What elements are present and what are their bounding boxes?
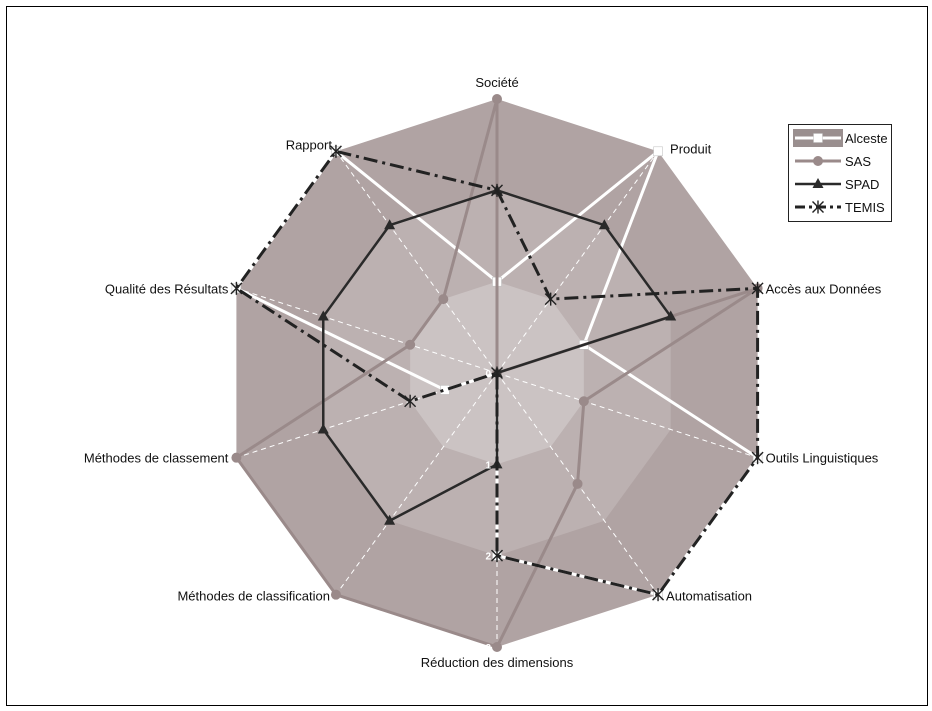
legend-label: Alceste — [845, 131, 888, 146]
data-point — [544, 292, 557, 306]
legend-item-alceste: Alceste — [789, 127, 891, 149]
data-point — [230, 281, 243, 295]
legend-item-temis: TEMIS — [789, 196, 891, 218]
legend-swatch-alceste — [793, 129, 843, 147]
scale-tick-labels: 0 1 2 3 — [485, 369, 491, 654]
data-point — [578, 396, 589, 407]
legend-label: SAS — [845, 154, 872, 169]
radar-spoke — [236, 287, 498, 374]
axis-labels: Société Produit Accès aux Données Outils Li… — [84, 75, 882, 670]
legend-swatch-temis — [795, 200, 841, 214]
data-point — [652, 588, 665, 602]
scale-tick-label: 3 — [485, 643, 491, 654]
data-point — [813, 133, 823, 143]
radar-spoke — [335, 151, 498, 374]
data-point — [492, 94, 502, 104]
data-point — [329, 144, 342, 158]
legend-label: SPAD — [845, 177, 880, 192]
axis-label: Société — [475, 75, 518, 90]
scale-tick-label: 2 — [485, 552, 491, 563]
data-point — [653, 146, 663, 157]
data-point — [751, 281, 764, 295]
data-point — [572, 478, 583, 489]
axis-label: Produit — [670, 141, 712, 156]
legend-label: TEMIS — [845, 200, 885, 215]
data-point — [330, 589, 341, 600]
data-point — [492, 642, 502, 652]
data-point — [491, 366, 503, 380]
scale-tick-label: 1 — [485, 460, 491, 471]
data-point — [231, 452, 242, 463]
data-point — [598, 219, 610, 230]
data-point — [438, 294, 449, 305]
data-point — [384, 514, 396, 525]
legend-swatch-sas — [795, 156, 841, 166]
axis-label: Méthodes de classification — [177, 589, 329, 604]
data-point — [812, 178, 824, 188]
data-point — [665, 310, 677, 321]
data-point — [384, 219, 396, 230]
legend-swatch-spad — [795, 178, 841, 188]
axis-label: Automatisation — [666, 589, 752, 604]
series-line — [234, 149, 760, 597]
data-point — [405, 339, 416, 350]
data-point — [812, 200, 824, 214]
legend-item-sas: SAS — [789, 150, 891, 172]
data-point — [404, 394, 417, 408]
chart-legend: Alceste SAS SPAD TEMIS — [788, 124, 892, 222]
radar-spoke — [335, 372, 498, 595]
axis-label: Accès aux Données — [766, 281, 882, 296]
data-point — [491, 183, 503, 197]
data-point — [491, 549, 503, 563]
series-layer — [230, 94, 764, 652]
radar-spoke — [496, 151, 659, 374]
scale-tick-label: 0 — [485, 369, 491, 380]
series-line — [322, 189, 672, 523]
axis-label: Réduction des dimensions — [421, 655, 574, 670]
data-point — [751, 451, 764, 465]
data-point — [813, 156, 823, 166]
data-point — [317, 423, 329, 434]
radar-spoke — [496, 372, 758, 459]
data-point — [317, 310, 329, 321]
series-temis — [230, 144, 764, 602]
axis-label: Qualité des Résultats — [105, 281, 229, 296]
axis-label: Outils Linguistiques — [766, 451, 879, 466]
axis-label: Méthodes de classement — [84, 451, 229, 466]
axis-label: Rapport — [286, 137, 333, 152]
legend-item-spad: SPAD — [789, 173, 891, 195]
